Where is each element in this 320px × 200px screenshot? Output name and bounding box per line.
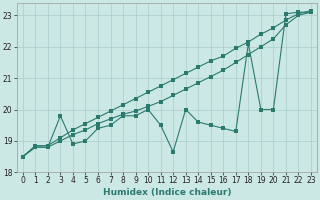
- X-axis label: Humidex (Indice chaleur): Humidex (Indice chaleur): [103, 188, 231, 197]
